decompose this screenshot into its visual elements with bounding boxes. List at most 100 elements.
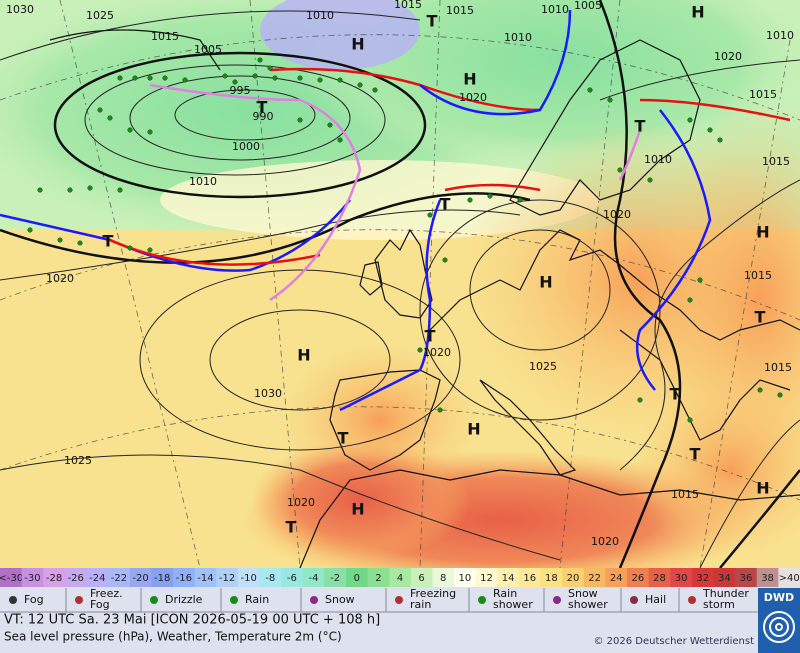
scale-cell	[605, 568, 628, 587]
scale-cell	[432, 568, 455, 587]
scale-cell	[129, 568, 152, 587]
legend-icon	[230, 596, 238, 604]
rain-dot	[297, 75, 303, 81]
pressure-label: 1020	[287, 496, 315, 509]
legend-label: Snow	[325, 593, 355, 606]
legend-icon	[310, 596, 318, 604]
rain-dot	[427, 212, 433, 218]
pressure-center: H	[539, 273, 552, 292]
pressure-label: 1025	[529, 360, 557, 373]
scale-cell	[670, 568, 693, 587]
rain-dot	[337, 77, 343, 83]
rain-dot	[252, 73, 258, 79]
scale-label: -30	[24, 573, 40, 584]
legend-label: Drizzle	[165, 593, 203, 606]
rain-dot	[777, 392, 783, 398]
rain-dot	[607, 97, 613, 103]
scale-label: -20	[132, 573, 148, 584]
pressure-label: 1010	[766, 29, 794, 42]
scale-cell	[281, 568, 304, 587]
scale-label: -22	[111, 573, 127, 584]
pressure-label: 1015	[764, 361, 792, 374]
scale-label: 24	[610, 573, 623, 584]
legend-icon	[395, 596, 403, 604]
scale-cell	[562, 568, 585, 587]
pressure-centers: H T H T H T T T H H T H T T H H T H T T	[103, 3, 770, 537]
legend-label: Snow	[568, 587, 598, 600]
pressure-label: 1010	[541, 3, 569, 16]
rain-dot	[147, 129, 153, 135]
rain-dot	[617, 167, 623, 173]
rain-dot	[67, 187, 73, 193]
pressure-label: 1005	[574, 0, 602, 12]
scale-label: -10	[240, 573, 256, 584]
pressure-label: 1000	[232, 140, 260, 153]
rain-dot	[372, 87, 378, 93]
rain-dot	[107, 115, 113, 121]
scale-label: 2	[375, 573, 381, 584]
scale-cell	[735, 568, 758, 587]
pressure-center: T	[635, 117, 646, 136]
scale-cell	[583, 568, 606, 587]
scale-cell	[237, 568, 260, 587]
scale-label: 34	[718, 573, 731, 584]
pressure-center: T	[338, 429, 349, 448]
scale-cell	[778, 568, 800, 587]
rain-dot	[717, 137, 723, 143]
legend-icon	[9, 596, 17, 604]
pressure-center: H	[756, 479, 769, 498]
pressure-center: H	[691, 3, 704, 22]
valid-time: VT: 12 UTC Sa. 23 Mai [ICON 2026-05-19 0…	[4, 613, 380, 628]
legend-label: Freezing	[410, 587, 456, 600]
scale-label: 28	[653, 573, 666, 584]
pressure-label: 1020	[714, 50, 742, 63]
legend-icon	[688, 596, 696, 604]
pressure-label: 995	[230, 84, 251, 97]
scale-cell	[86, 568, 109, 587]
legend-label: shower	[568, 598, 608, 611]
scale-label: -12	[219, 573, 235, 584]
rain-dot	[162, 75, 168, 81]
scale-label: 20	[567, 573, 580, 584]
legend-label: Hail	[645, 593, 666, 606]
scale-label: 10	[458, 573, 471, 584]
scale-label: 12	[480, 573, 493, 584]
scale-label: -26	[68, 573, 84, 584]
scale-cell	[454, 568, 477, 587]
rain-dot	[257, 57, 263, 63]
scale-cell	[172, 568, 196, 587]
scale-label: 38	[761, 573, 774, 584]
pressure-center: T	[670, 385, 681, 404]
pressure-label: 1015	[394, 0, 422, 11]
scale-cell	[627, 568, 650, 587]
rain-dot	[467, 197, 473, 203]
scale-label: -16	[176, 573, 192, 584]
rain-dot	[267, 65, 273, 71]
rain-dot	[147, 75, 153, 81]
scale-cell	[518, 568, 542, 587]
legend-icon	[75, 596, 83, 604]
scale-label: 4	[397, 573, 403, 584]
scale-label: -24	[89, 573, 105, 584]
pressure-center: T	[427, 12, 438, 31]
pressure-label: 1020	[591, 535, 619, 548]
scale-cell	[345, 568, 369, 587]
pressure-label: 1015	[446, 4, 474, 17]
rain-dot	[97, 107, 103, 113]
pressure-label: 1015	[749, 88, 777, 101]
scale-cell	[475, 568, 498, 587]
pressure-label: 1030	[6, 3, 34, 16]
pressure-label: 1010	[189, 175, 217, 188]
pressure-label: 1015	[671, 488, 699, 501]
rain-dot	[182, 77, 188, 83]
pressure-center: H	[351, 35, 364, 54]
map: 1030 1025 1015 1010 1015 1015 1010 1010 1005 1005…	[0, 0, 800, 568]
legend-label: Fog	[24, 593, 44, 606]
rain-dot	[327, 122, 333, 128]
pressure-center: T	[257, 98, 268, 117]
rain-dot	[147, 247, 153, 253]
temperature-scale: <-30 -30 -28 -26 -24 -22 -20 -18 -16 -14 -12 -10 -8-…	[0, 568, 800, 587]
scale-label: -6	[287, 573, 297, 584]
legend-label: Fog	[90, 598, 110, 611]
pressure-label: 1015	[744, 269, 772, 282]
